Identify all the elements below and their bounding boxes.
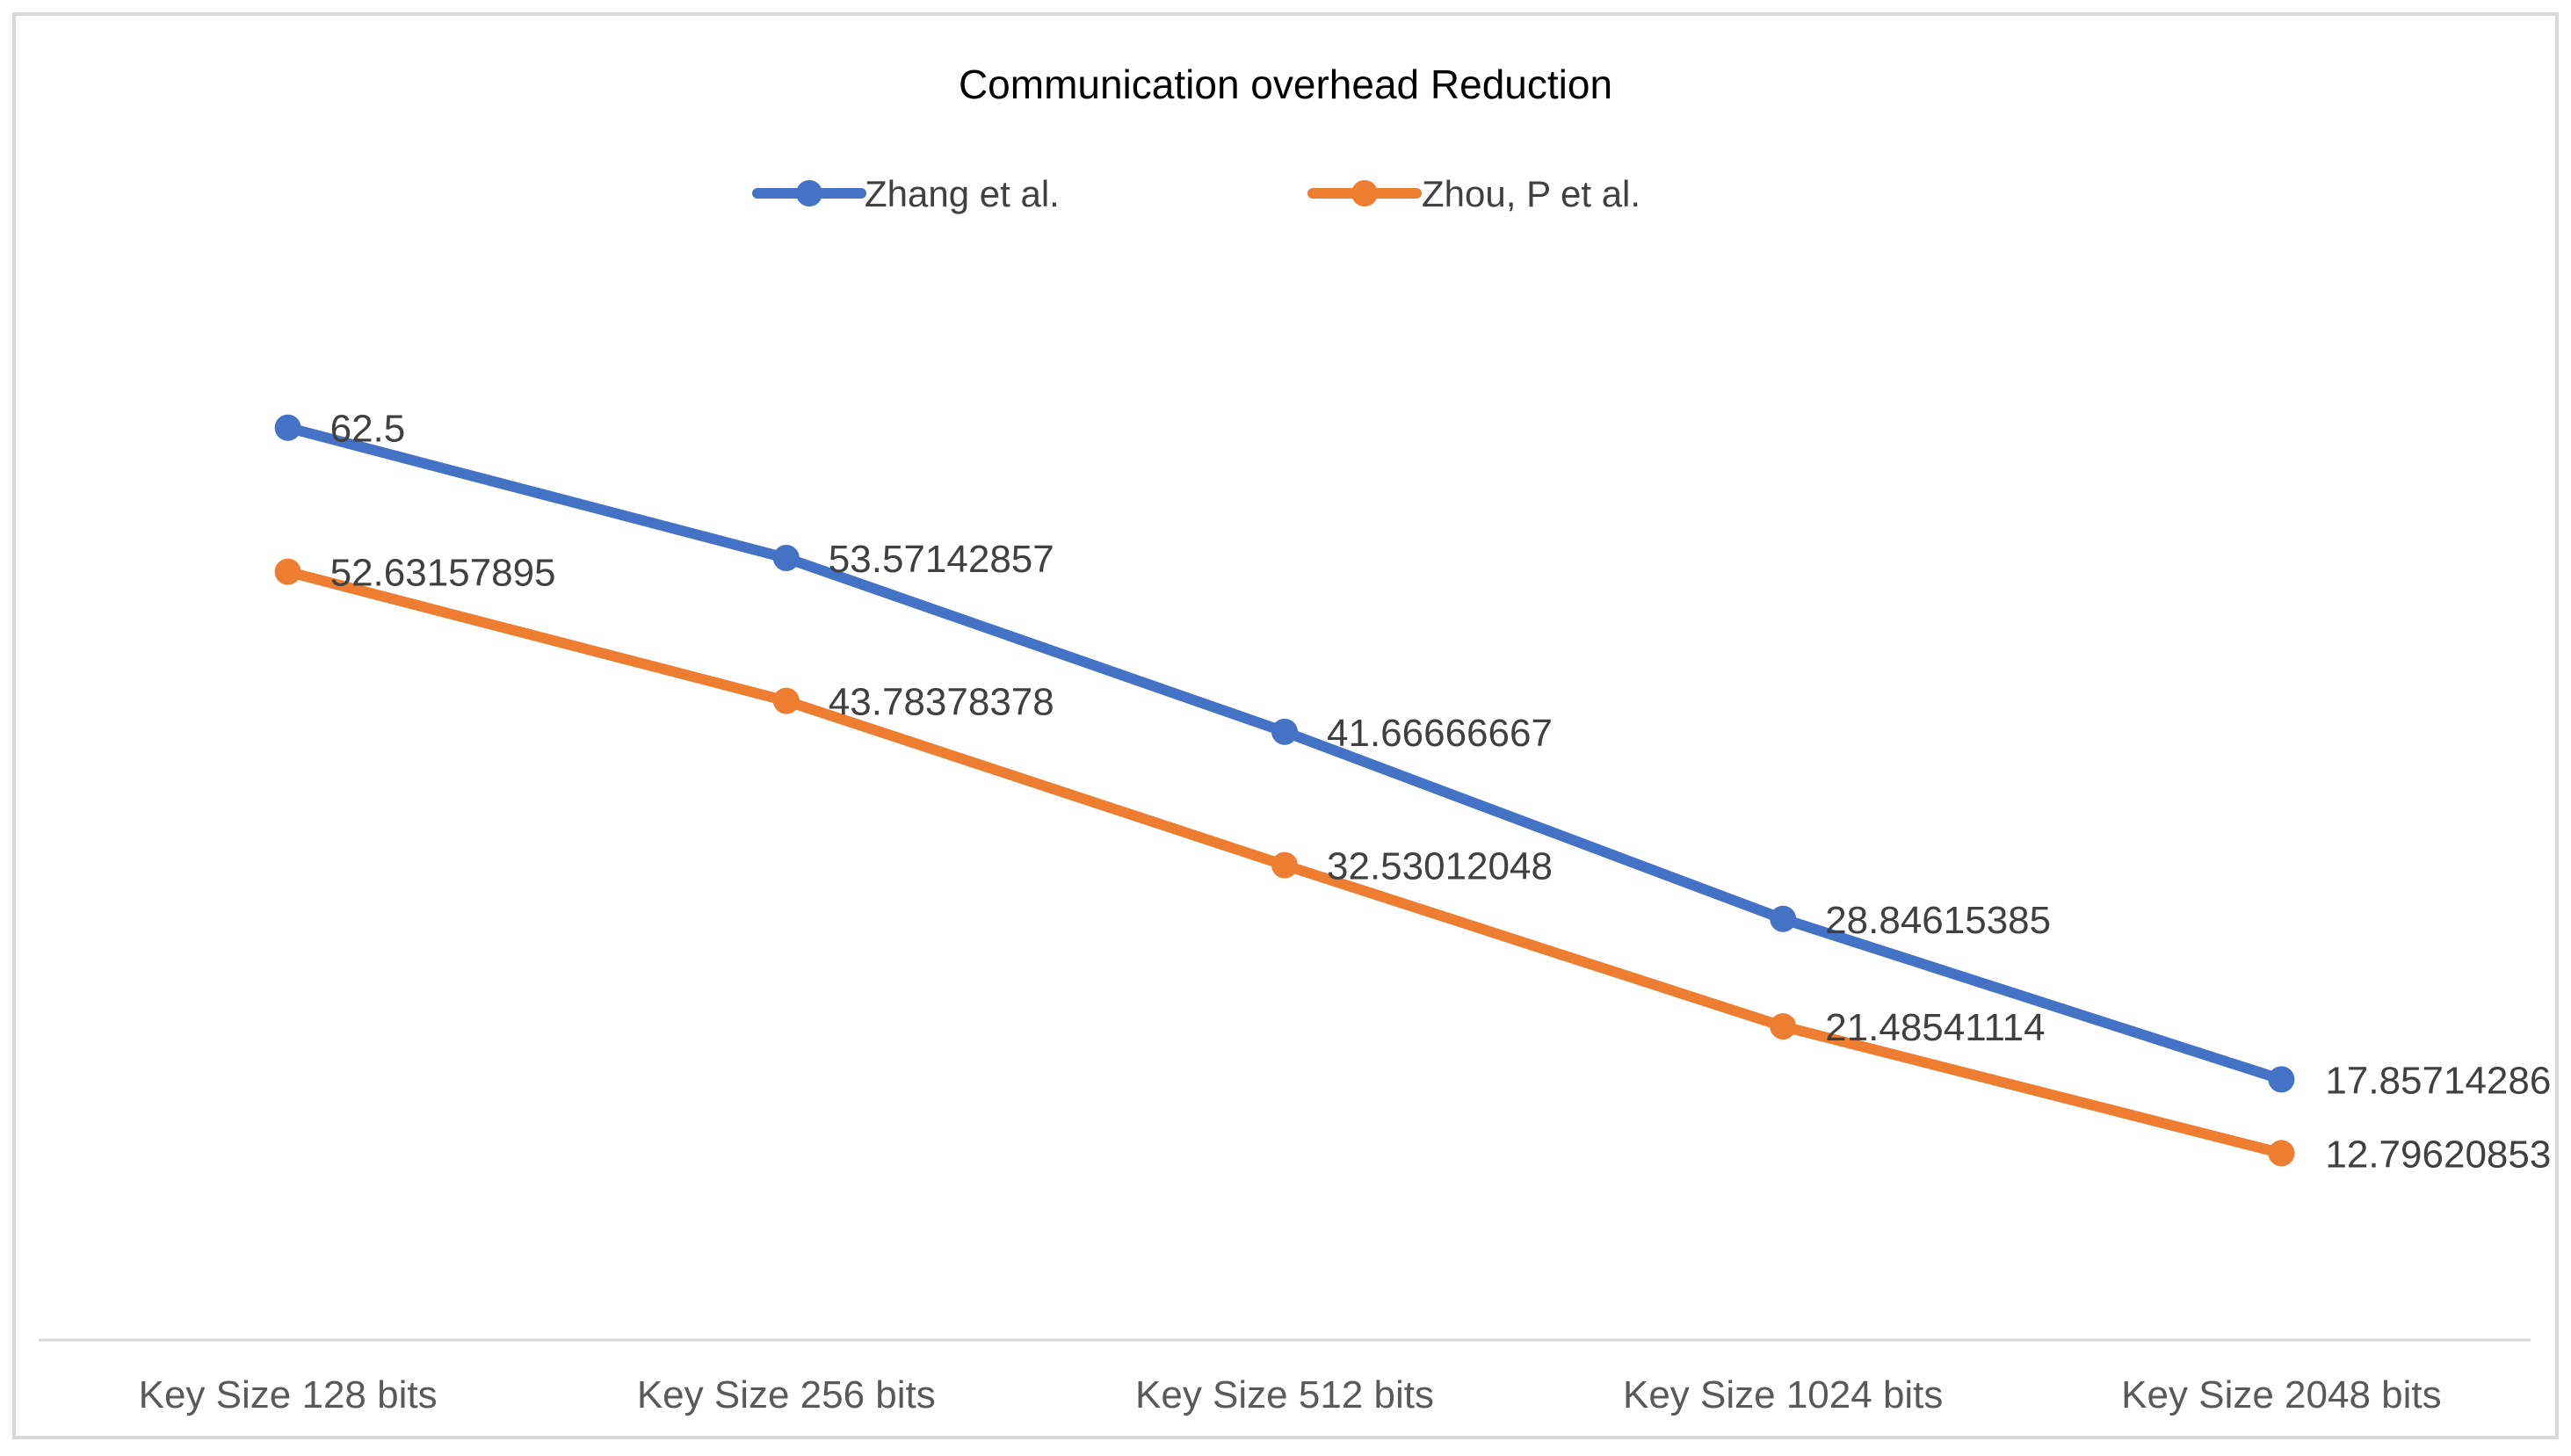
legend: Zhang et al. Zhou, P et al. [752,173,1640,214]
data-point-s2-2 [772,687,800,714]
data-point-s1-3 [1271,718,1298,745]
data-label-s1-4: 28.84615385 [1825,899,2051,942]
data-point-s2-5 [2268,1140,2295,1167]
legend-label-2: Zhou, P et al. [1422,173,1640,214]
data-label-s1-5: 17.85714286 [2325,1059,2551,1102]
data-label-s2-3: 32.53012048 [1327,845,1553,888]
data-point-s2-4 [1770,1013,1797,1040]
legend-marker-1 [796,180,822,206]
data-point-s2-3 [1271,851,1298,879]
legend-label-1: Zhang et al. [865,173,1060,214]
x-tick-label-2: Key Size 256 bits [637,1373,936,1416]
data-label-s1-3: 41.66666667 [1327,712,1553,755]
data-point-s2-1 [274,558,301,585]
data-label-s2-1: 52.63157895 [330,552,556,595]
x-tick-label-4: Key Size 1024 bits [1623,1373,1943,1416]
data-label-s2-2: 43.78378378 [829,681,1054,724]
x-tick-label-5: Key Size 2048 bits [2121,1373,2441,1416]
legend-marker-2 [1351,180,1378,206]
chart-title: Communication overhead Reduction [959,62,1612,107]
data-label-s1-2: 53.57142857 [829,538,1054,581]
data-label-s1-1: 62.5 [330,408,406,451]
data-point-s1-4 [1770,905,1797,932]
series-layer: 62.5 53.57142857 41.66666667 28.84615385 17.… [274,408,2551,1176]
x-tick-label-3: Key Size 512 bits [1135,1373,1434,1416]
x-axis-tick-labels: Key Size 128 bits Key Size 256 bits Key Si… [139,1373,2442,1416]
data-point-s1-2 [772,545,800,572]
x-tick-label-1: Key Size 128 bits [139,1373,438,1416]
data-point-s1-1 [274,414,301,441]
data-point-s1-5 [2268,1066,2295,1093]
data-label-s2-5: 12.79620853 [2325,1133,2551,1176]
data-label-s2-4: 21.48541114 [1825,1006,2045,1049]
